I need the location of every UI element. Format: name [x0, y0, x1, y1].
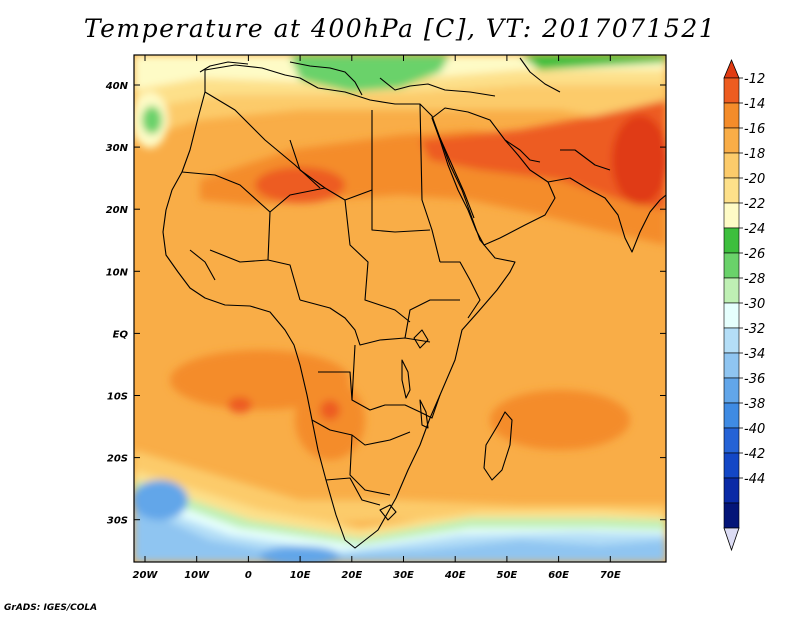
coastline-borders: [162, 57, 666, 549]
colorbar-box: [723, 377, 740, 404]
x-tick-label: 20W: [133, 570, 159, 581]
colorbar-label: -16: [744, 122, 765, 137]
footer-credit: GrADS: IGES/COLA: [4, 603, 98, 613]
colorbar-label: -20: [744, 172, 765, 187]
y-axis: 40N 30N 20N 10N EQ 10S 20S 30S: [105, 81, 666, 527]
colorbar-box: [723, 277, 740, 304]
colorbar-box: [723, 102, 740, 129]
africa-coastline: [162, 64, 516, 549]
colorbar-box: [723, 77, 740, 104]
y-tick-label: 40N: [105, 81, 129, 92]
y-tick-label: 30S: [107, 516, 128, 527]
colorbar-box: [723, 477, 740, 504]
x-axis: 20W 10W 0 10E 20E 30E 40E 50E 60E 70E: [133, 55, 621, 581]
colorbar-box: [723, 502, 740, 529]
colorbar-box: [723, 202, 740, 229]
asia-coastline: [547, 177, 666, 253]
x-tick-label: 40E: [444, 570, 466, 581]
colorbar-box: [723, 452, 740, 479]
colorbar-bottom-arrow: [723, 527, 740, 552]
colorbar-box: [723, 252, 740, 279]
colorbar-label: -30: [744, 297, 765, 312]
y-tick-label: 20N: [106, 205, 129, 216]
colorbar-box: [723, 427, 740, 454]
x-tick-label: 50E: [497, 570, 518, 581]
colorbar-label: -28: [744, 272, 765, 287]
colorbar-box: [723, 152, 740, 179]
arabia-coastline: [431, 107, 556, 246]
y-tick-label: 20S: [107, 454, 128, 465]
colorbar-label: -22: [744, 197, 765, 212]
map-frame: [133, 54, 667, 563]
colorbar-label: -38: [744, 397, 765, 412]
colorbar-top-arrow: [723, 58, 740, 79]
colorbar-box: [723, 327, 740, 354]
colorbar-box: [723, 227, 740, 254]
colorbar-label: -18: [744, 147, 765, 162]
colorbar: -12 -14 -16 -18 -20 -22 -24 -26 -28 -30 -32 -34 -36 -…: [723, 58, 765, 552]
colorbar-label: -14: [744, 97, 765, 112]
y-tick-label: 10N: [106, 267, 129, 278]
y-tick-label: EQ: [113, 329, 129, 340]
colorbar-box: [723, 127, 740, 154]
colorbar-label: -12: [744, 72, 765, 87]
x-tick-label: 0: [245, 570, 252, 581]
x-tick-label: 70E: [600, 570, 621, 581]
x-tick-label: 20E: [341, 570, 362, 581]
y-tick-label: 10S: [107, 392, 128, 403]
colorbar-label: -32: [744, 322, 765, 337]
colorbar-label: -36: [744, 372, 765, 387]
colorbar-label: -34: [744, 347, 765, 362]
colorbar-label: -24: [744, 222, 765, 237]
colorbar-label: -26: [744, 247, 765, 262]
madagascar-coastline: [483, 411, 513, 481]
x-tick-label: 10E: [290, 570, 311, 581]
colorbar-label: -44: [744, 472, 765, 487]
x-tick-label: 10W: [184, 570, 210, 581]
colorbar-box: [723, 352, 740, 379]
colorbar-label: -42: [744, 447, 765, 462]
map-title: Temperature at 400hPa [C], VT: 201707152…: [83, 14, 717, 43]
y-tick-label: 30N: [106, 143, 129, 154]
x-tick-label: 30E: [393, 570, 414, 581]
x-tick-label: 60E: [548, 570, 569, 581]
colorbar-box: [723, 402, 740, 429]
colorbar-box: [723, 177, 740, 204]
colorbar-label: -40: [744, 422, 765, 437]
temperature-field: [134, 55, 666, 562]
colorbar-box: [723, 302, 740, 329]
